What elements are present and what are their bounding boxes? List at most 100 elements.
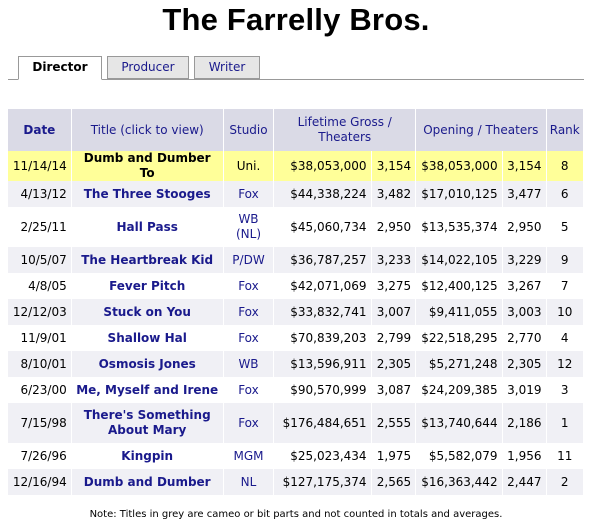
header-date[interactable]: Date <box>8 109 72 151</box>
cell-opening-gross: $5,582,079 <box>415 443 503 469</box>
cell-studio[interactable]: Fox <box>223 377 275 403</box>
cell-rank: 6 <box>546 181 584 207</box>
cell-date: 11/14/14 <box>8 151 72 181</box>
cell-rank: 11 <box>546 443 584 469</box>
cell-lifetime-theaters: 3,087 <box>371 377 417 403</box>
table-row: 12/16/94 Dumb and Dumber NL $127,175,374 2,5… <box>8 469 584 495</box>
header-title[interactable]: Title (click to view) <box>71 109 224 151</box>
cell-opening-theaters: 2,305 <box>502 351 547 377</box>
cell-date: 2/25/11 <box>8 207 72 247</box>
cell-title[interactable]: Dumb and Dumber <box>71 469 224 495</box>
cell-opening-gross: $22,518,295 <box>415 325 503 351</box>
cell-lifetime-gross: $42,071,069 <box>273 273 372 299</box>
cell-studio[interactable]: Fox <box>223 325 275 351</box>
cell-title[interactable]: The Three Stooges <box>71 181 224 207</box>
cell-lifetime-gross: $25,023,434 <box>273 443 372 469</box>
cell-title[interactable]: Me, Myself and Irene <box>71 377 224 403</box>
cell-rank: 8 <box>546 151 584 181</box>
cell-opening-theaters: 1,956 <box>502 443 547 469</box>
tab-divider <box>8 79 584 80</box>
cell-rank: 12 <box>546 351 584 377</box>
cell-opening-theaters: 3,003 <box>502 299 547 325</box>
table-row: 8/10/01 Osmosis Jones WB $13,596,911 2,305 $5… <box>8 351 584 377</box>
cell-lifetime-gross: $127,175,374 <box>273 469 372 495</box>
cell-rank: 7 <box>546 273 584 299</box>
cell-lifetime-gross: $176,484,651 <box>273 403 372 443</box>
cell-lifetime-theaters: 3,482 <box>371 181 417 207</box>
page-title: The Farrelly Bros. <box>162 2 430 37</box>
table-header-row: Date Title (click to view) Studio Lifeti… <box>8 109 584 151</box>
tab-producer[interactable]: Producer <box>107 56 189 79</box>
cell-rank: 3 <box>546 377 584 403</box>
cell-lifetime-gross: $33,832,741 <box>273 299 372 325</box>
cell-opening-gross: $13,740,644 <box>415 403 503 443</box>
cell-lifetime-gross: $45,060,734 <box>273 207 372 247</box>
cell-date: 6/23/00 <box>8 377 72 403</box>
table-row: 2/25/11 Hall Pass WB (NL) $45,060,734 2,950 $… <box>8 207 584 247</box>
table-row: 11/14/14 Dumb and Dumber To Uni. $38,053,00… <box>8 151 584 181</box>
cell-opening-gross: $9,411,055 <box>415 299 503 325</box>
cell-rank: 2 <box>546 469 584 495</box>
cell-date: 4/13/12 <box>8 181 72 207</box>
cell-studio[interactable]: Fox <box>223 403 275 443</box>
cell-studio[interactable]: Fox <box>223 181 275 207</box>
table-row: 6/23/00 Me, Myself and Irene Fox $90,570,99… <box>8 377 584 403</box>
cell-studio[interactable]: WB <box>223 351 275 377</box>
cell-lifetime-theaters: 3,233 <box>371 247 417 273</box>
cell-date: 10/5/07 <box>8 247 72 273</box>
cell-date: 7/15/98 <box>8 403 72 443</box>
cell-lifetime-theaters: 2,799 <box>371 325 417 351</box>
cell-opening-theaters: 2,770 <box>502 325 547 351</box>
cell-opening-theaters: 3,267 <box>502 273 547 299</box>
tab-writer[interactable]: Writer <box>194 56 260 79</box>
cell-rank: 10 <box>546 299 584 325</box>
cell-studio[interactable]: NL <box>223 469 275 495</box>
cell-opening-theaters: 3,019 <box>502 377 547 403</box>
footnote: Note: Titles in grey are cameo or bit pa… <box>89 509 503 520</box>
cell-lifetime-gross: $90,570,999 <box>273 377 372 403</box>
cell-lifetime-gross: $70,839,203 <box>273 325 372 351</box>
cell-title[interactable]: Dumb and Dumber To <box>71 151 224 181</box>
cell-lifetime-gross: $38,053,000 <box>273 151 372 181</box>
table-row: 4/8/05 Fever Pitch Fox $42,071,069 3,275 $12,… <box>8 273 584 299</box>
cell-opening-gross: $16,363,442 <box>415 469 503 495</box>
cell-title[interactable]: There's Something About Mary <box>71 403 224 443</box>
cell-lifetime-theaters: 2,555 <box>371 403 417 443</box>
cell-opening-theaters: 3,477 <box>502 181 547 207</box>
header-studio[interactable]: Studio <box>223 109 275 151</box>
table-row: 11/9/01 Shallow Hal Fox $70,839,203 2,799 $22… <box>8 325 584 351</box>
cell-opening-theaters: 2,186 <box>502 403 547 443</box>
cell-title[interactable]: Hall Pass <box>71 207 224 247</box>
cell-title[interactable]: Osmosis Jones <box>71 351 224 377</box>
cell-lifetime-theaters: 3,007 <box>371 299 417 325</box>
cell-opening-theaters: 2,447 <box>502 469 547 495</box>
cell-studio[interactable]: Uni. <box>223 151 275 181</box>
table-row: 4/13/12 The Three Stooges Fox $44,338,224 3,… <box>8 181 584 207</box>
cell-lifetime-theaters: 2,565 <box>371 469 417 495</box>
cell-title[interactable]: Fever Pitch <box>71 273 224 299</box>
header-opening[interactable]: Opening / Theaters <box>415 109 547 151</box>
cell-lifetime-theaters: 2,305 <box>371 351 417 377</box>
cell-studio[interactable]: Fox <box>223 273 275 299</box>
cell-title[interactable]: Stuck on You <box>71 299 224 325</box>
cell-date: 7/26/96 <box>8 443 72 469</box>
filmography-table: Date Title (click to view) Studio Lifeti… <box>8 109 584 495</box>
cell-rank: 1 <box>546 403 584 443</box>
cell-lifetime-gross: $36,787,257 <box>273 247 372 273</box>
cell-lifetime-gross: $13,596,911 <box>273 351 372 377</box>
tab-director[interactable]: Director <box>18 56 102 80</box>
cell-date: 8/10/01 <box>8 351 72 377</box>
cell-studio[interactable]: Fox <box>223 299 275 325</box>
cell-date: 4/8/05 <box>8 273 72 299</box>
cell-studio[interactable]: WB (NL) <box>223 207 275 247</box>
cell-rank: 9 <box>546 247 584 273</box>
cell-lifetime-theaters: 3,154 <box>371 151 417 181</box>
cell-lifetime-theaters: 1,975 <box>371 443 417 469</box>
header-rank[interactable]: Rank <box>546 109 584 151</box>
cell-title[interactable]: The Heartbreak Kid <box>71 247 224 273</box>
cell-studio[interactable]: MGM <box>223 443 275 469</box>
cell-studio[interactable]: P/DW <box>223 247 275 273</box>
header-lifetime-gross[interactable]: Lifetime Gross / Theaters <box>273 109 417 151</box>
cell-title[interactable]: Kingpin <box>71 443 224 469</box>
cell-title[interactable]: Shallow Hal <box>71 325 224 351</box>
